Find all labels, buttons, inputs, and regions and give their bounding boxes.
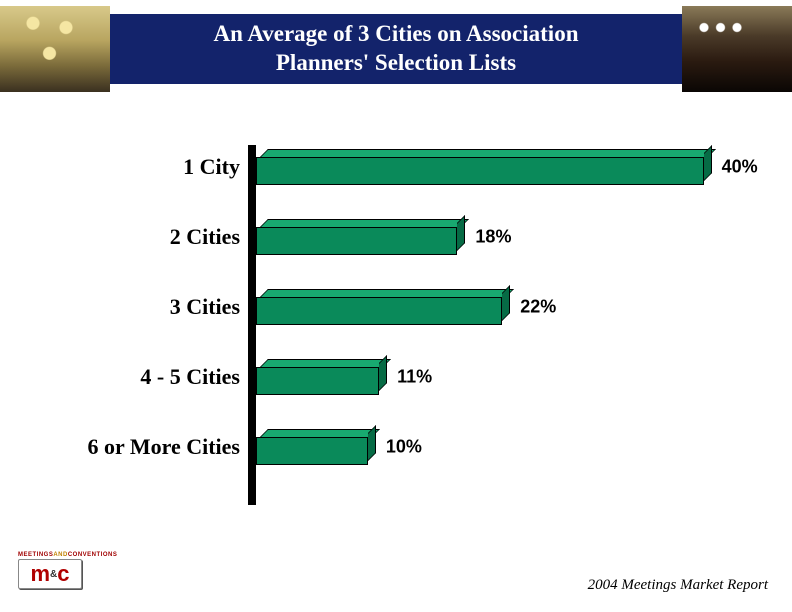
bar	[256, 149, 712, 185]
logo-ampersand: &	[50, 569, 57, 580]
bar	[256, 219, 465, 255]
chart-row: 2 Cities 18%	[48, 215, 748, 259]
category-label: 1 City	[48, 154, 240, 180]
header-photo-left	[0, 6, 110, 92]
value-label: 22%	[520, 297, 556, 318]
logo-m: m	[30, 563, 50, 585]
bar-top-face	[260, 359, 391, 367]
bar-top-face	[260, 289, 514, 297]
chart-row: 6 or More Cities 10%	[48, 425, 748, 469]
footer-source: 2004 Meetings Market Report	[588, 577, 768, 594]
bar	[256, 359, 387, 395]
header-photo-right	[682, 6, 792, 92]
bar-front-face	[256, 227, 457, 255]
chart-row: 3 Cities 22%	[48, 285, 748, 329]
logo-top-text: MEETINGSANDCONVENTIONS	[18, 552, 88, 558]
category-label: 3 Cities	[48, 294, 240, 320]
logo-word-conventions: CONVENTIONS	[68, 552, 118, 558]
bar-top-face	[260, 429, 380, 437]
slide-title: An Average of 3 Cities on Association Pl…	[213, 20, 578, 78]
bar-top-face	[260, 149, 716, 157]
bar-front-face	[256, 297, 502, 325]
value-label: 10%	[386, 437, 422, 458]
category-label: 4 - 5 Cities	[48, 364, 240, 390]
category-label: 2 Cities	[48, 224, 240, 250]
bar-side-face	[502, 285, 510, 321]
chart-row: 4 - 5 Cities 11%	[48, 355, 748, 399]
bar-side-face	[368, 425, 376, 461]
bar-front-face	[256, 367, 379, 395]
logo-word-meetings: MEETINGS	[18, 552, 53, 558]
bar	[256, 289, 510, 325]
logo-word-and: AND	[53, 552, 68, 558]
title-plate: An Average of 3 Cities on Association Pl…	[110, 14, 682, 84]
bar-side-face	[704, 145, 712, 181]
category-label: 6 or More Cities	[48, 434, 240, 460]
bar-chart: 1 City40% 2 Cities 18% 3 Cities 22% 4 - 5 Cit…	[48, 145, 748, 505]
header-band: An Average of 3 Cities on Association Pl…	[0, 6, 792, 92]
bar	[256, 429, 376, 465]
logo-c: c	[57, 563, 69, 585]
bar-side-face	[457, 215, 465, 251]
value-label: 40%	[722, 157, 758, 178]
logo-box: m&c	[18, 559, 82, 589]
bar-side-face	[379, 355, 387, 391]
value-label: 11%	[397, 367, 432, 388]
value-label: 18%	[475, 227, 511, 248]
chart-row: 1 City40%	[48, 145, 748, 189]
mc-logo: MEETINGSANDCONVENTIONS m&c	[18, 552, 88, 594]
bar-top-face	[260, 219, 469, 227]
bar-front-face	[256, 157, 704, 185]
bar-front-face	[256, 437, 368, 465]
